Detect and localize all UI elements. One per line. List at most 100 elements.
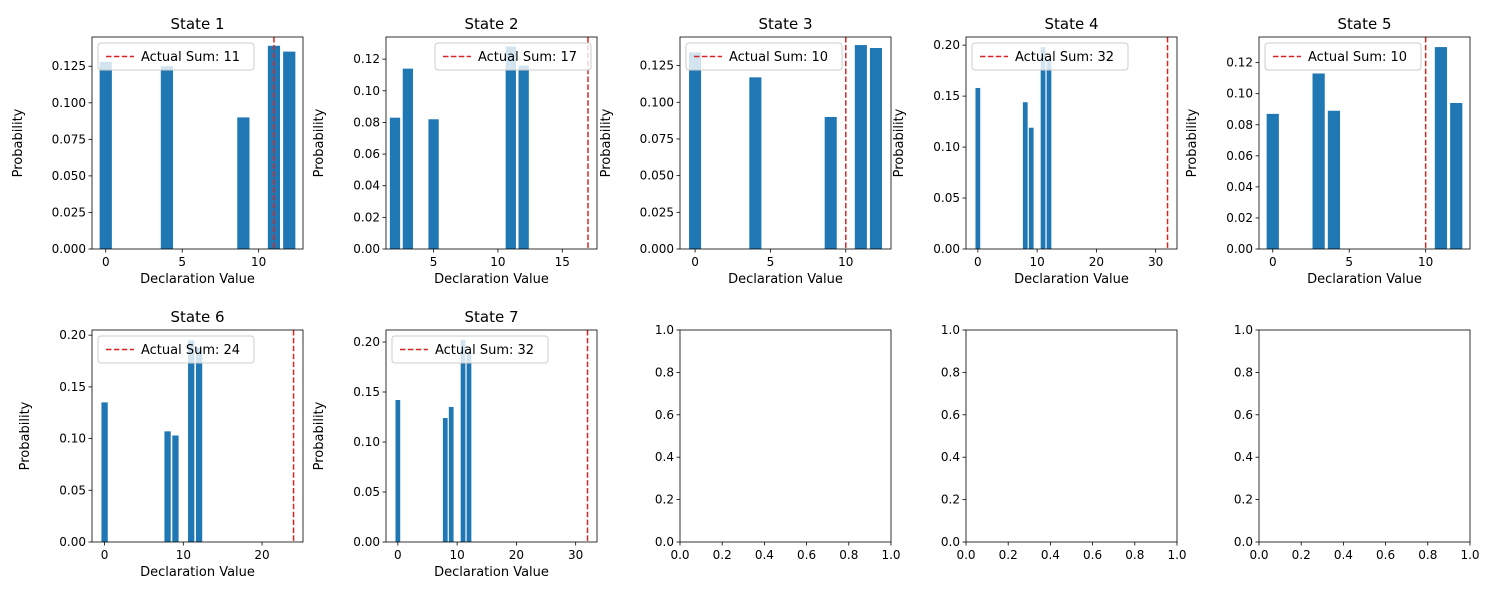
x-tick-label: 10 bbox=[1029, 255, 1044, 269]
y-tick-label: 0.0 bbox=[1234, 535, 1253, 549]
x-axis-label: Declaration Value bbox=[1307, 272, 1422, 287]
bar bbox=[395, 400, 401, 542]
bar bbox=[283, 51, 296, 249]
bar bbox=[854, 45, 867, 250]
x-tick-label: 0.0 bbox=[670, 548, 689, 562]
legend-label: Actual Sum: 11 bbox=[141, 50, 240, 65]
y-tick-label: 0.100 bbox=[640, 95, 674, 109]
x-tick-label: 0.2 bbox=[999, 548, 1018, 562]
y-tick-label: 0.2 bbox=[1234, 493, 1253, 507]
bar bbox=[975, 87, 981, 249]
legend-label: Actual Sum: 32 bbox=[1015, 50, 1114, 65]
x-tick-label: 20 bbox=[1089, 255, 1104, 269]
x-tick-label: 0.2 bbox=[713, 548, 732, 562]
x-tick-label: 1.0 bbox=[1167, 548, 1186, 562]
y-tick-label: 0.4 bbox=[655, 450, 674, 464]
bar bbox=[172, 435, 179, 542]
y-tick-label: 0.12 bbox=[1226, 56, 1253, 70]
bar bbox=[518, 65, 529, 249]
y-tick-label: 0.05 bbox=[59, 483, 86, 497]
y-tick-label: 0.6 bbox=[655, 408, 674, 422]
y-tick-label: 0.8 bbox=[655, 365, 674, 379]
x-tick-label: 1.0 bbox=[881, 548, 900, 562]
y-axis-label: Probability bbox=[599, 108, 614, 177]
subplot-2: 0.00 0.02 0.04 0.06 0.08 0.10 0.12 5 10 15 State 2… bbox=[312, 15, 598, 287]
y-tick-label: 0.15 bbox=[59, 380, 86, 394]
y-tick-label: 1.0 bbox=[655, 323, 674, 337]
subplot-title: State 6 bbox=[170, 308, 224, 326]
x-tick-label: 0.0 bbox=[1249, 548, 1268, 562]
subplot-3: 0.000 0.025 0.050 0.075 0.100 0.125 0 5 10 State … bbox=[599, 15, 892, 287]
legend bbox=[391, 335, 549, 364]
bar bbox=[389, 117, 401, 249]
bar bbox=[442, 418, 448, 542]
subplot-title: State 4 bbox=[1044, 15, 1098, 33]
axes-frame bbox=[385, 329, 598, 543]
bar bbox=[749, 77, 762, 249]
bar bbox=[1022, 102, 1028, 249]
bar bbox=[1040, 47, 1046, 249]
bar bbox=[460, 340, 466, 542]
x-tick-label: 0.6 bbox=[1376, 548, 1395, 562]
subplot-10: 0.0 0.2 0.4 0.6 0.8 1.0 0.0 0.2 0.4 0.6 0.8 1.0 bbox=[1234, 323, 1480, 562]
subplot-9: 0.0 0.2 0.4 0.6 0.8 1.0 0.0 0.2 0.4 0.6 0.8 1.0 bbox=[941, 323, 1187, 562]
y-tick-label: 0.15 bbox=[933, 89, 960, 103]
y-tick-label: 0.10 bbox=[1226, 87, 1253, 101]
y-axis-label: Probability bbox=[18, 401, 33, 470]
x-axis-label: Declaration Value bbox=[140, 565, 255, 580]
x-tick-label: 0 bbox=[1269, 255, 1277, 269]
y-axis-label: Probability bbox=[1185, 108, 1200, 177]
y-axis-label: Probability bbox=[312, 108, 327, 177]
subplot-title: State 1 bbox=[170, 15, 224, 33]
bar bbox=[1266, 113, 1279, 249]
y-tick-label: 0.05 bbox=[353, 485, 380, 499]
y-tick-label: 0.050 bbox=[52, 169, 86, 183]
x-tick-label: 0.4 bbox=[1334, 548, 1353, 562]
legend-label: Actual Sum: 17 bbox=[478, 50, 577, 65]
x-tick-label: 30 bbox=[1148, 255, 1163, 269]
y-tick-label: 0.10 bbox=[59, 432, 86, 446]
x-axis-label: Declaration Value bbox=[140, 272, 255, 287]
y-tick-label: 0.10 bbox=[933, 140, 960, 154]
y-tick-label: 0.04 bbox=[1226, 180, 1253, 194]
y-tick-label: 0.12 bbox=[353, 52, 380, 66]
x-tick-label: 5 bbox=[430, 255, 438, 269]
x-tick-label: 15 bbox=[555, 255, 570, 269]
y-tick-label: 0.4 bbox=[1234, 450, 1253, 464]
y-tick-label: 0.10 bbox=[353, 435, 380, 449]
bar bbox=[101, 402, 108, 542]
y-tick-label: 0.125 bbox=[52, 59, 86, 73]
bar bbox=[1028, 127, 1034, 249]
x-axis-label: Declaration Value bbox=[1014, 272, 1129, 287]
x-tick-label: 0.6 bbox=[1083, 548, 1102, 562]
legend bbox=[1264, 42, 1422, 71]
x-tick-label: 10 bbox=[838, 255, 853, 269]
x-tick-label: 0 bbox=[102, 255, 110, 269]
bar bbox=[402, 68, 414, 250]
y-tick-label: 0.20 bbox=[353, 335, 380, 349]
legend-label: Actual Sum: 32 bbox=[435, 343, 534, 358]
bar bbox=[164, 431, 171, 542]
axes-frame bbox=[679, 329, 892, 543]
bar bbox=[869, 48, 882, 249]
bar bbox=[237, 117, 250, 250]
y-axis-label: Probability bbox=[11, 108, 26, 177]
y-tick-label: 0.00 bbox=[353, 242, 380, 256]
legend bbox=[434, 42, 592, 71]
x-tick-label: 20 bbox=[509, 548, 524, 562]
y-tick-label: 0.025 bbox=[52, 205, 86, 219]
axes-frame bbox=[965, 329, 1178, 543]
x-tick-label: 30 bbox=[568, 548, 583, 562]
axes-frame bbox=[679, 36, 892, 250]
bar bbox=[267, 45, 281, 249]
y-tick-label: 1.0 bbox=[1234, 323, 1253, 337]
x-tick-label: 0 bbox=[691, 255, 699, 269]
y-tick-label: 0.8 bbox=[941, 365, 960, 379]
y-tick-label: 0.0 bbox=[655, 535, 674, 549]
legend bbox=[685, 42, 843, 71]
x-tick-label: 10 bbox=[176, 548, 191, 562]
subplot-title: State 2 bbox=[464, 15, 518, 33]
x-axis-label: Declaration Value bbox=[434, 565, 549, 580]
bar bbox=[689, 52, 702, 249]
